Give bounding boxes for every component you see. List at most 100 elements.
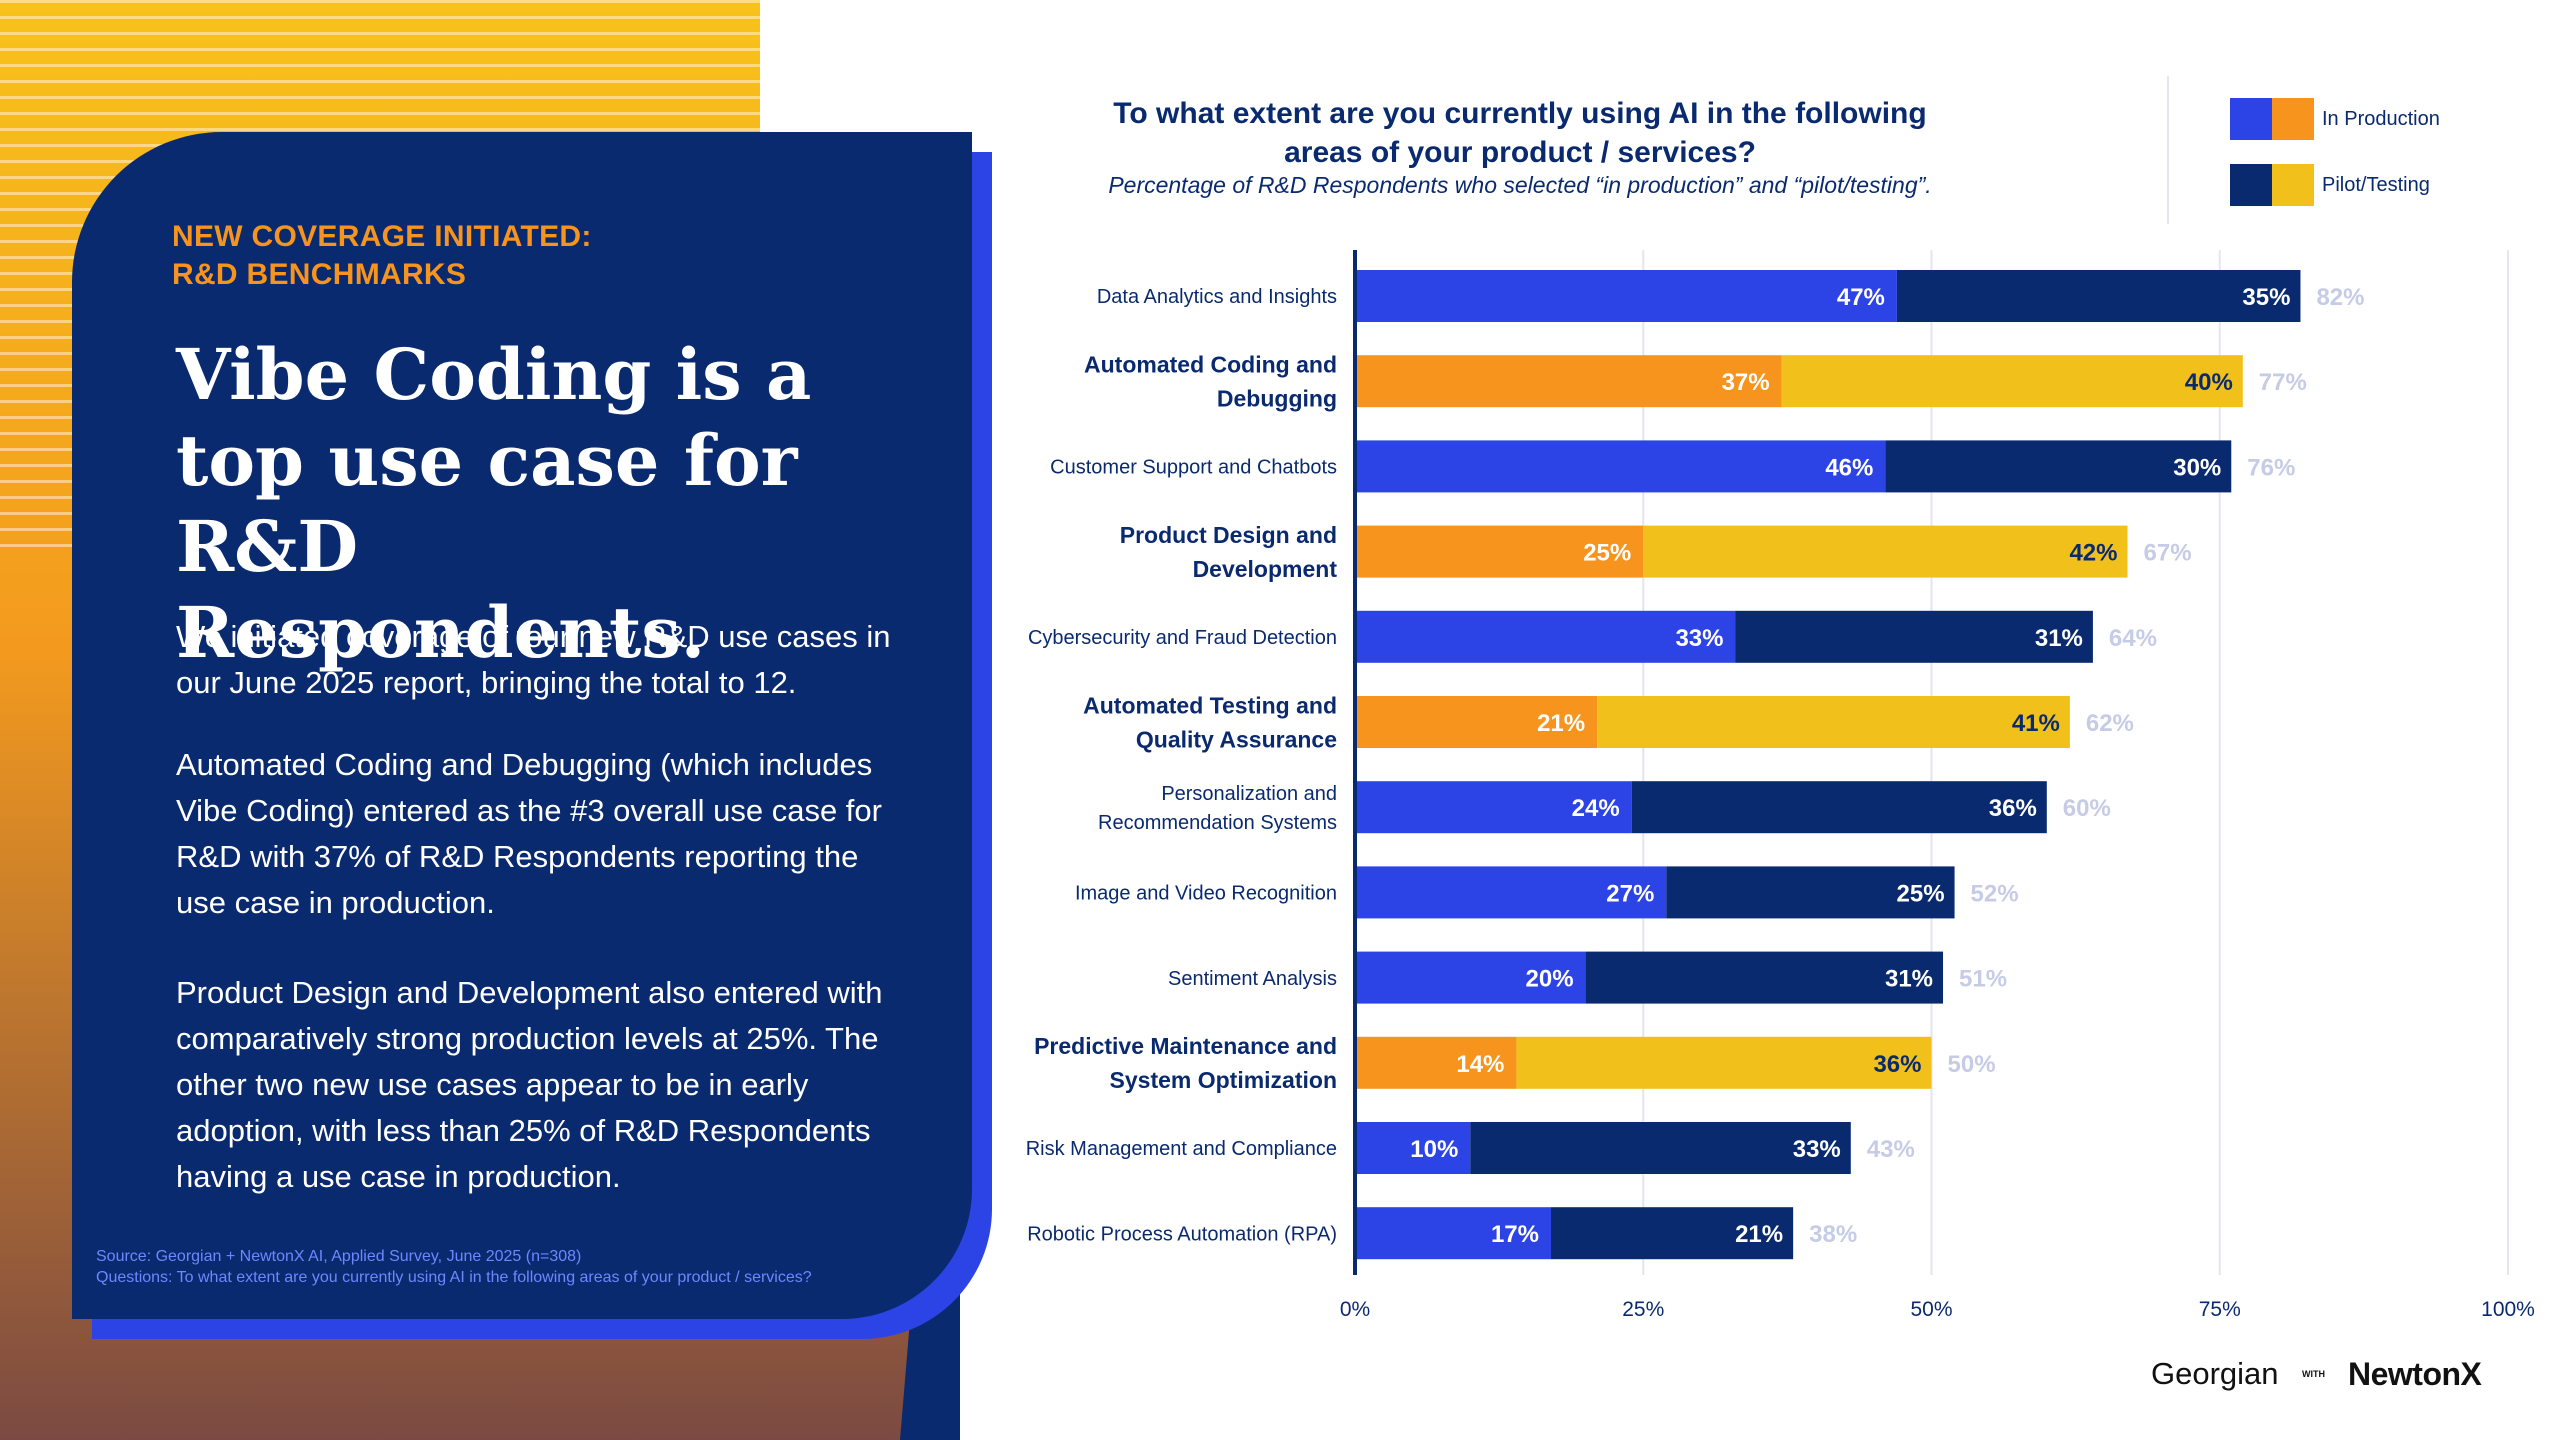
kicker: NEW COVERAGE INITIATED: R&D BENCHMARKS [172,218,592,294]
value-label-production: 46% [1825,454,1873,481]
value-label-pilot: 25% [1897,880,1945,907]
value-label-production: 25% [1583,540,1631,567]
category-label: Automated Testing and [1083,692,1337,718]
question-line: Questions: To what extent are you curren… [96,1269,812,1286]
value-label-production: 27% [1606,880,1654,907]
category-label: Robotic Process Automation (RPA) [1027,1223,1337,1245]
total-label: 51% [1959,966,2007,993]
category-label: Predictive Maintenance and [1034,1033,1337,1059]
value-label-production: 17% [1491,1221,1539,1248]
value-label-production: 21% [1537,710,1585,737]
value-label-production: 14% [1456,1051,1504,1078]
total-label: 67% [2144,540,2192,567]
category-label: Automated Coding and [1084,351,1337,377]
total-label: 82% [2316,284,2364,311]
kicker-line-1: NEW COVERAGE INITIATED: [172,220,592,253]
category-label: Image and Video Recognition [1075,883,1337,905]
bar-in-production [1355,1207,1552,1260]
legend-swatch-pilot-yellow [2272,164,2314,206]
category-label: Recommendation Systems [1098,812,1337,834]
bar-in-production [1355,866,1667,919]
bar-pilot-testing [1735,610,2093,663]
bar-pilot-testing [1631,781,2047,834]
bar-in-production [1355,355,1782,408]
category-label: Personalization and [1161,783,1337,805]
bar-in-production [1355,610,1736,663]
bar-in-production [1355,1122,1471,1174]
value-label-pilot: 33% [1793,1136,1841,1163]
total-label: 38% [1809,1221,1857,1248]
bar-in-production [1355,270,1897,322]
bar-pilot-testing [1885,440,2232,493]
x-tick-label: 25% [1622,1298,1664,1321]
bar-pilot-testing [1585,951,1944,1004]
x-tick-label: 100% [2481,1298,2535,1321]
category-label: Development [1193,556,1338,582]
bar-pilot-testing [1470,1122,1851,1174]
category-label: System Optimization [1110,1067,1337,1093]
value-label-pilot: 31% [2035,625,2083,652]
bar-pilot-testing [1896,270,2301,322]
legend-label-pilot: Pilot/Testing [2322,174,2430,196]
bar-pilot-testing [1516,1036,1932,1089]
x-tick-label: 50% [1910,1298,1952,1321]
total-label: 62% [2086,710,2134,737]
value-label-pilot: 36% [1989,795,2037,822]
chart-title: To what extent are you currently using A… [1113,97,1927,169]
total-label: 43% [1867,1136,1915,1163]
bar-in-production [1355,951,1586,1004]
category-label: Sentiment Analysis [1168,968,1337,990]
value-label-pilot: 31% [1885,966,1933,993]
value-label-production: 24% [1572,795,1620,822]
value-label-pilot: 35% [2242,284,2290,311]
bar-in-production [1355,781,1632,834]
bar-in-production [1355,1036,1517,1089]
total-label: 77% [2259,369,2307,396]
category-label: Customer Support and Chatbots [1050,457,1337,479]
value-label-production: 20% [1526,966,1574,993]
value-label-pilot: 40% [2185,369,2233,396]
legend-label-production: In Production [2322,108,2440,130]
value-label-pilot: 21% [1735,1221,1783,1248]
bar-pilot-testing [1666,866,1955,919]
value-label-production: 33% [1675,625,1723,652]
bar-pilot-testing [1597,696,2070,748]
chart-subtitle: Percentage of R&D Respondents who select… [1108,172,1932,198]
category-label: Data Analytics and Insights [1097,286,1337,308]
total-label: 50% [1948,1051,1996,1078]
source-line: Source: Georgian + NewtonX AI, Applied S… [96,1248,582,1265]
x-tick-label: 0% [1340,1298,1370,1321]
design-paragraph: Product Design and Development also ente… [176,975,883,1194]
total-label: 76% [2247,454,2295,481]
category-label: Risk Management and Compliance [1026,1138,1337,1160]
intro-paragraph: We initiated coverage of four new R&D us… [176,619,891,700]
total-label: 52% [1971,880,2019,907]
legend-swatch-production-blue [2230,98,2272,140]
source-note: Source: Georgian + NewtonX AI, Applied S… [96,1246,956,1288]
bar-pilot-testing [1781,355,2243,408]
coding-paragraph: Automated Coding and Debugging (which in… [176,747,882,920]
kicker-line-2: R&D BENCHMARKS [172,258,467,291]
legend-divider [2167,76,2169,224]
bar-in-production [1355,696,1598,748]
headline: Vibe Coding is a top use case for R&D Re… [176,333,812,674]
value-label-production: 47% [1837,284,1885,311]
category-label: Product Design and [1120,522,1337,548]
category-label: Cybersecurity and Fraud Detection [1028,627,1337,649]
value-label-production: 10% [1410,1136,1458,1163]
value-label-pilot: 30% [2173,454,2221,481]
newtonx-logo: NewtonX [2348,1356,2482,1392]
total-label: 64% [2109,625,2157,652]
value-label-pilot: 36% [1873,1051,1921,1078]
category-label: Debugging [1217,385,1337,411]
georgian-logo: Georgian [2151,1356,2279,1391]
bar-pilot-testing [1551,1207,1794,1260]
value-label-pilot: 42% [2069,540,2117,567]
bar-in-production [1355,525,1644,578]
legend-swatch-production-orange [2272,98,2314,140]
legend-swatch-pilot-navy [2230,164,2272,206]
value-label-pilot: 41% [2012,710,2060,737]
bar-in-production [1355,440,1886,493]
category-label: Quality Assurance [1136,726,1337,752]
